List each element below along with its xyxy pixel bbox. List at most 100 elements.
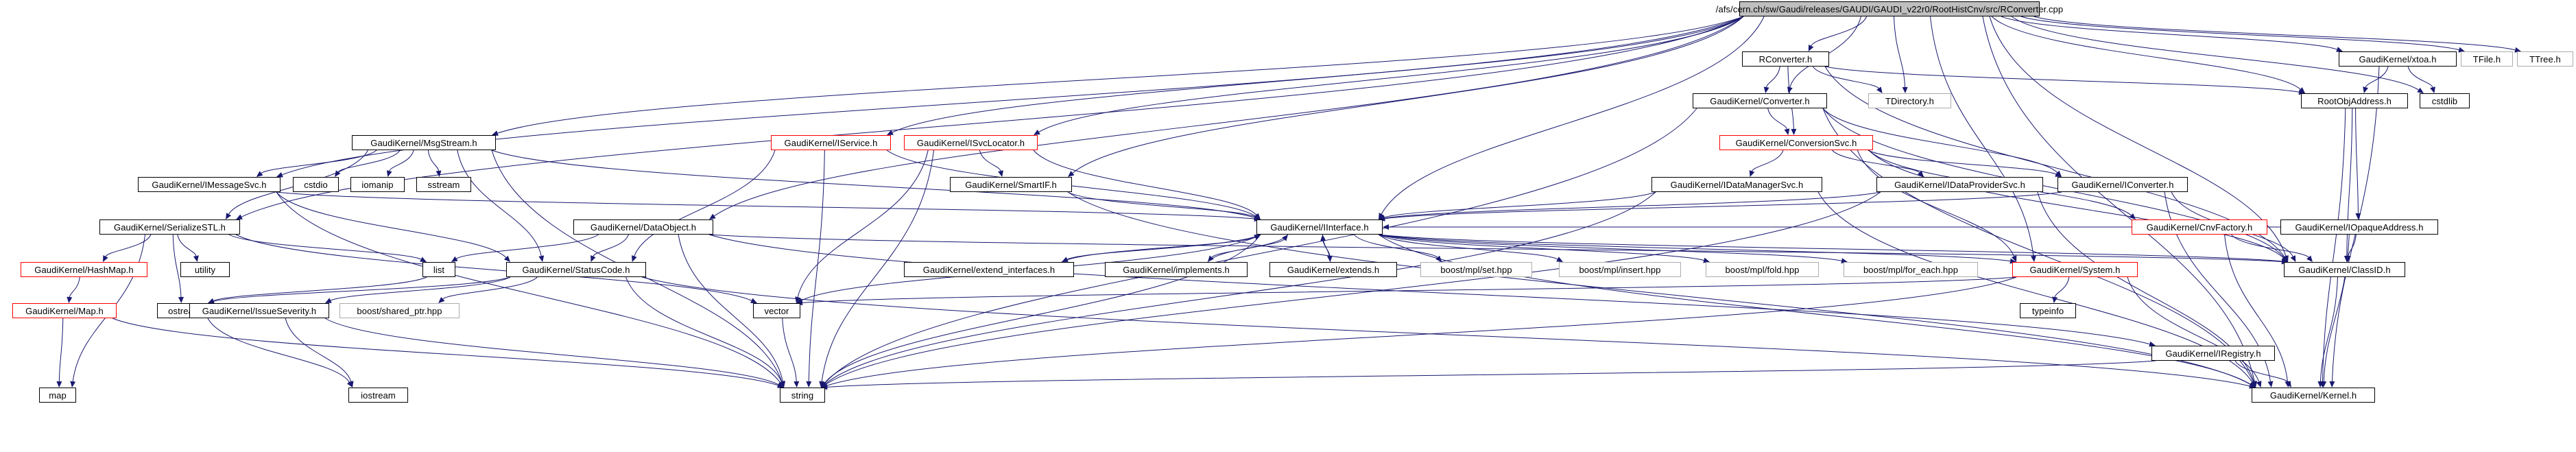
graph-node-title[interactable]: /afs/cern.ch/sw/Gaudi/releases/GAUDI/GAU… [1716,1,2063,16]
graph-node-imessagesvc[interactable]: GaudiKernel/IMessageSvc.h [138,177,281,192]
graph-edge [1832,150,1920,173]
graph-edge [1824,66,2300,93]
graph-edge [825,191,1656,384]
graph-edge-arrowhead [2514,47,2521,53]
graph-node-serializestl[interactable]: GaudiKernel/SerializeSTL.h [99,219,240,235]
graph-edge-arrowhead [2281,259,2288,265]
graph-node-map[interactable]: map [39,388,76,403]
graph-node-xtoa[interactable]: GaudiKernel/xtoa.h [2339,51,2457,67]
graph-edge-arrowhead [2417,87,2424,93]
graph-node-classid[interactable]: GaudiKernel/ClassID.h [2284,262,2405,277]
graph-edge [177,234,197,257]
graph-node-statuscode[interactable]: GaudiKernel/StatusCode.h [506,262,646,277]
graph-node-cstdlib[interactable]: cstdlib [2420,93,2470,108]
graph-edge-arrowhead [1320,235,1326,241]
graph-edge [324,318,779,385]
graph-node-string[interactable]: string [780,388,825,403]
graph-node-mplforeach[interactable]: boost/mpl/for_each.hpp [1844,262,1978,277]
graph-edge [1384,191,1656,218]
graph-edge [1811,16,1868,47]
graph-node-mplfold[interactable]: boost/mpl/fold.hpp [1706,262,1819,277]
graph-node-tdirectory[interactable]: TDirectory.h [1868,93,1951,108]
graph-node-implements[interactable]: GaudiKernel/implements.h [1105,262,1248,277]
graph-edge-arrowhead [438,296,445,303]
graph-node-idatamanagersvc[interactable]: GaudiKernel/IDataManagerSvc.h [1651,177,1822,192]
graph-edge-arrowhead [1254,235,1261,240]
graph-edge-arrowhead [777,382,784,388]
graph-edge [2234,360,2289,383]
graph-node-kernel[interactable]: GaudiKernel/Kernel.h [2252,388,2375,403]
graph-edge [1072,16,1744,174]
graph-edge-arrowhead [1808,45,1814,51]
graph-node-iregistry[interactable]: GaudiKernel/IRegistry.h [2151,346,2275,361]
graph-edge [1378,234,1704,261]
graph-node-iopaqueaddress[interactable]: GaudiKernel/IOpaqueAddress.h [2280,219,2438,235]
graph-node-rootobjaddress[interactable]: RootObjAddress.h [2301,93,2408,108]
graph-edge [826,276,2017,386]
graph-edge [826,191,1881,385]
graph-node-iomanip[interactable]: iomanip [350,177,405,192]
graph-edge [442,276,538,300]
graph-node-gmap[interactable]: GaudiKernel/Map.h [12,303,117,318]
graph-edge [1378,234,1558,260]
graph-node-vector[interactable]: vector [753,303,800,318]
graph-edge [1207,239,1285,263]
graph-node-rconverter[interactable]: RConverter.h [1742,51,1829,67]
graph-edge [1067,191,1256,217]
graph-node-iinterface[interactable]: GaudiKernel/IInterface.h [1256,219,1383,235]
graph-node-list[interactable]: list [422,262,455,277]
graph-edge-arrowhead [1791,128,1797,135]
graph-edge [1812,66,1879,89]
graph-edge-arrowhead [2052,296,2058,303]
graph-edge [58,318,64,382]
graph-node-typeinfo[interactable]: typeinfo [2020,303,2076,318]
graph-edge [1868,150,2057,175]
graph-edge [593,234,629,257]
graph-node-iostream[interactable]: iostream [348,388,408,403]
graph-node-iconverter[interactable]: GaudiKernel/IConverter.h [2058,177,2188,192]
graph-edge [1066,234,1261,260]
graph-node-system[interactable]: GaudiKernel/System.h [2012,262,2138,277]
graph-edge [457,150,542,257]
graph-node-ttree[interactable]: TTree.h [2517,51,2573,67]
graph-node-sstream[interactable]: sstream [416,177,471,192]
graph-edge-arrowhead [335,170,341,177]
graph-node-idataprovidersvc[interactable]: GaudiKernel/IDataProviderSvc.h [1876,177,2043,192]
graph-node-dataobject[interactable]: GaudiKernel/DataObject.h [573,219,713,235]
graph-node-mplinsert[interactable]: boost/mpl/insert.hpp [1559,262,1681,277]
graph-node-smartif[interactable]: GaudiKernel/SmartIF.h [950,177,1072,192]
graph-edge [282,16,1744,176]
graph-edge-arrowhead [70,381,76,388]
graph-node-extendinterfaces[interactable]: GaudiKernel/extend_interfaces.h [904,262,1074,277]
graph-node-cnvfactory[interactable]: GaudiKernel/CnvFactory.h [2132,219,2267,235]
graph-edge [782,318,797,382]
graph-edge [2322,108,2346,382]
graph-edge [1378,234,1842,261]
graph-edge [2348,234,2357,257]
graph-node-utility[interactable]: utility [180,262,230,277]
graph-edge [2346,108,2353,257]
graph-edge [708,234,2150,345]
graph-node-msgstream[interactable]: GaudiKernel/MsgStream.h [352,135,496,150]
graph-edge [892,16,1744,133]
graph-node-mplset[interactable]: boost/mpl/set.hpp [1420,262,1532,277]
graph-edge [213,276,427,301]
graph-edge-arrowhead [1763,86,1769,93]
graph-node-iservice[interactable]: GaudiKernel/IService.h [771,135,891,150]
graph-edge-arrowhead [1282,235,1289,241]
graph-node-hashmap[interactable]: GaudiKernel/HashMap.h [21,262,147,277]
graph-edge [1752,150,1784,171]
graph-node-isvclocator[interactable]: GaudiKernel/ISvcLocator.h [904,135,1038,150]
graph-node-cstdio[interactable]: cstdio [293,177,339,192]
graph-node-extends[interactable]: GaudiKernel/extends.h [1269,262,1397,277]
graph-edge-arrowhead [998,170,1003,177]
graph-node-tfile[interactable]: TFile.h [2461,51,2513,67]
graph-edge [497,16,1744,134]
graph-edge-arrowhead [2430,86,2435,93]
graph-edge-arrowhead [2281,255,2288,262]
graph-node-conversionsvc[interactable]: GaudiKernel/ConversionSvc.h [1719,135,1873,150]
graph-node-issueseverity[interactable]: GaudiKernel/IssueSeverity.h [189,303,329,318]
graph-node-converter[interactable]: GaudiKernel/Converter.h [1693,93,1827,108]
graph-edge [1378,234,2282,262]
graph-node-sharedptr[interactable]: boost/shared_ptr.hpp [339,303,460,318]
